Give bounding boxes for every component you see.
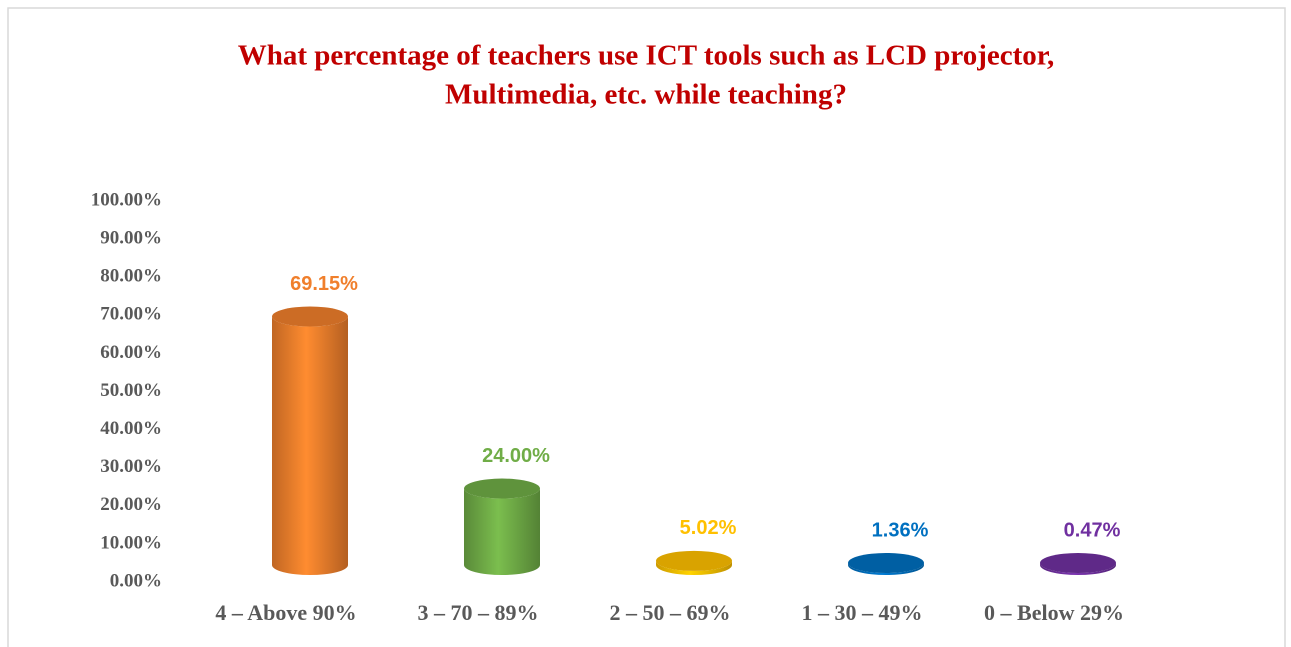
y-tick-label: 20.00% — [100, 494, 162, 515]
bar — [464, 488, 540, 575]
chart-title: What percentage of teachers use ICT tool… — [238, 40, 1055, 72]
value-label: 0.47% — [1064, 519, 1121, 541]
bar-top — [272, 306, 348, 327]
chart-frame — [7, 7, 1286, 647]
value-label: 69.15% — [290, 273, 358, 295]
y-tick-label: 60.00% — [100, 342, 162, 363]
value-label: 1.36% — [872, 519, 929, 541]
value-label: 5.02% — [680, 517, 737, 539]
y-tick-label: 50.00% — [100, 380, 162, 401]
y-tick-label: 80.00% — [100, 266, 162, 287]
y-tick-label: 30.00% — [100, 456, 162, 477]
bar — [848, 563, 924, 575]
bar — [656, 560, 732, 575]
x-tick-label: 4 – Above 90% — [215, 600, 356, 625]
bar-top — [656, 550, 732, 571]
y-tick-label: 0.00% — [110, 570, 162, 591]
chart-title: Multimedia, etc. while teaching? — [445, 79, 847, 111]
bar-top — [1040, 553, 1116, 573]
x-tick-label: 3 – 70 – 89% — [418, 600, 539, 625]
bar-top — [848, 553, 924, 573]
bar — [272, 316, 348, 575]
y-tick-label: 40.00% — [100, 418, 162, 439]
y-tick-label: 10.00% — [100, 532, 162, 553]
value-label: 24.00% — [482, 445, 550, 467]
x-tick-label: 0 – Below 29% — [984, 600, 1124, 625]
bar — [1040, 563, 1116, 575]
y-tick-label: 100.00% — [91, 189, 162, 210]
y-tick-label: 70.00% — [100, 304, 162, 325]
y-tick-label: 90.00% — [100, 227, 162, 248]
x-tick-label: 2 – 50 – 69% — [610, 600, 731, 625]
bar-top — [464, 478, 540, 499]
x-tick-label: 1 – 30 – 49% — [802, 600, 923, 625]
